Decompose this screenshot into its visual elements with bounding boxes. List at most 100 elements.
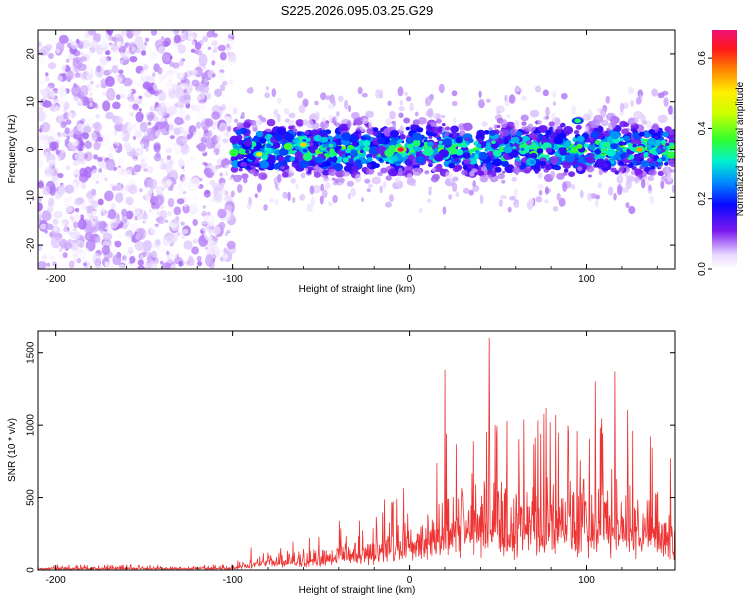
heatmap-cell: [362, 140, 371, 147]
heatmap-cell: [355, 159, 362, 165]
heatmap-cell: [389, 110, 396, 120]
heatmap-cell: [660, 156, 666, 162]
heatmap-cell: [427, 108, 434, 118]
heatmap-cell: [156, 211, 160, 216]
heatmap-cell: [499, 128, 510, 137]
heatmap-cell: [610, 167, 617, 173]
heatmap-cell: [190, 231, 200, 240]
heatmap-cell: [625, 179, 632, 190]
heatmap-cell: [108, 208, 116, 220]
y-tick-label: 10: [26, 96, 37, 108]
heatmap-cell: [529, 160, 535, 165]
heatmap-cell: [588, 174, 592, 178]
heatmap-cell: [258, 172, 268, 181]
heatmap-cell: [123, 87, 132, 98]
heatmap-cell: [624, 172, 628, 177]
heatmap-cell: [70, 41, 79, 50]
heatmap-cell: [664, 162, 669, 166]
heatmap-cell: [182, 228, 189, 235]
heatmap-cell: [300, 172, 306, 179]
heatmap-cell: [415, 155, 426, 164]
heatmap-cell: [585, 137, 591, 143]
heatmap-cell: [129, 150, 136, 158]
heatmap-cell: [599, 147, 608, 154]
heatmap-cell: [322, 144, 327, 149]
heatmap-cell: [245, 150, 250, 154]
heatmap-cell: [125, 221, 130, 226]
heatmap-cell: [38, 202, 43, 212]
heatmap-cell: [288, 119, 295, 127]
heatmap-cell: [189, 156, 194, 161]
heatmap-cell: [229, 135, 240, 144]
heatmap-cell: [203, 265, 207, 269]
heatmap-cell: [486, 98, 491, 103]
heatmap-cell: [632, 143, 637, 148]
heatmap-cell: [224, 164, 231, 173]
heatmap-cell: [474, 149, 480, 154]
heatmap-cell: [478, 151, 488, 160]
heatmap-cell: [218, 122, 228, 134]
heatmap-cell: [435, 118, 442, 124]
heatmap-cell: [619, 120, 628, 128]
heatmap-cell: [290, 177, 296, 184]
colorbar-tick-label: 0.2: [697, 191, 708, 205]
heatmap-cell: [143, 245, 151, 254]
heatmap-cell: [221, 252, 229, 260]
heatmap-cell: [142, 64, 149, 71]
heatmap-cell: [132, 203, 142, 215]
heatmap-hotspot: [574, 118, 581, 124]
heatmap-cell: [665, 142, 670, 146]
heatmap-cell: [200, 176, 204, 180]
heatmap-cell: [220, 135, 231, 150]
heatmap-cell: [568, 171, 576, 178]
heatmap-y-ticks: 20 10 0 -10 -20: [26, 48, 675, 252]
heatmap-cell: [269, 198, 275, 204]
heatmap-cell: [597, 182, 602, 189]
heatmap-cell: [576, 143, 583, 149]
heatmap-cell: [86, 47, 91, 51]
heatmap-cell: [431, 167, 436, 172]
heatmap-cell: [343, 165, 352, 172]
heatmap-cell: [584, 125, 590, 132]
heatmap-cell: [90, 84, 95, 89]
heatmap-cell: [583, 143, 590, 148]
heatmap-cell: [213, 46, 219, 53]
heatmap-cell: [116, 142, 120, 147]
heatmap-cell: [238, 168, 243, 172]
heatmap-cell: [632, 128, 637, 132]
heatmap-cell: [80, 182, 87, 190]
heatmap-cell: [275, 168, 280, 174]
heatmap-cell: [112, 101, 121, 110]
heatmap-cell: [637, 160, 642, 165]
heatmap-cell: [136, 227, 147, 240]
heatmap-cell: [157, 243, 165, 253]
heatmap-cell: [48, 37, 53, 42]
heatmap-cell: [600, 108, 606, 118]
heatmap-cell: [226, 43, 230, 48]
heatmap-cell: [657, 92, 665, 99]
heatmap-cell: [187, 134, 191, 138]
heatmap-cell: [88, 49, 94, 57]
heatmap-cell: [142, 251, 147, 258]
heatmap-cell: [492, 149, 502, 157]
heatmap-cell: [613, 192, 617, 201]
heatmap-cell: [131, 30, 142, 36]
heatmap-cell: [64, 184, 75, 194]
heatmap-cell: [528, 197, 534, 206]
heatmap-cell: [322, 189, 328, 199]
heatmap-cell: [134, 240, 144, 251]
heatmap-cell: [154, 101, 159, 107]
heatmap-cell: [305, 137, 311, 142]
heatmap-cell: [45, 252, 49, 256]
heatmap-cell: [263, 204, 268, 211]
heatmap-cell: [50, 141, 59, 151]
heatmap-cell: [647, 137, 657, 146]
heatmap-cell: [500, 160, 509, 167]
heatmap-cell: [141, 213, 148, 221]
heatmap-cell: [309, 185, 315, 195]
heatmap-cell: [651, 88, 658, 97]
heatmap-cell: [117, 263, 126, 269]
heatmap-cell: [281, 171, 289, 178]
heatmap-cell: [320, 120, 326, 131]
